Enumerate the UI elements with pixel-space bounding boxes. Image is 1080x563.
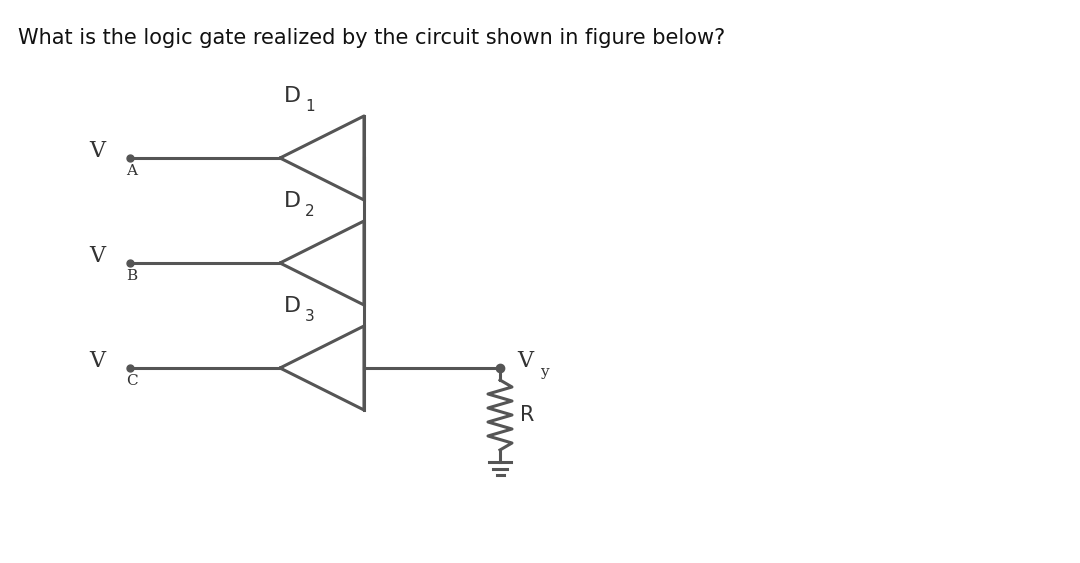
Text: D: D	[284, 86, 301, 106]
Text: V: V	[89, 140, 105, 162]
Text: D: D	[284, 296, 301, 316]
Text: 3: 3	[305, 309, 314, 324]
Text: 2: 2	[305, 204, 314, 219]
Text: What is the logic gate realized by the circuit shown in figure below?: What is the logic gate realized by the c…	[18, 28, 726, 48]
Text: C: C	[126, 374, 137, 388]
Text: B: B	[126, 269, 137, 283]
Text: V: V	[89, 245, 105, 267]
Text: A: A	[126, 164, 137, 178]
Text: D: D	[284, 191, 301, 211]
Text: V: V	[517, 350, 534, 372]
Text: 1: 1	[305, 99, 314, 114]
Text: V: V	[89, 350, 105, 372]
Text: R: R	[519, 405, 535, 425]
Text: y: y	[540, 365, 549, 379]
